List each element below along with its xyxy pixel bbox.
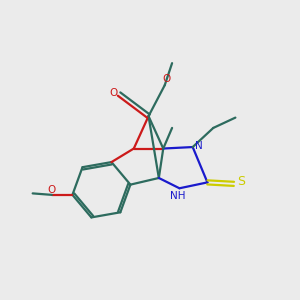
Text: N: N — [195, 141, 203, 151]
Text: O: O — [162, 74, 170, 84]
Text: O: O — [48, 184, 56, 195]
Text: NH: NH — [170, 190, 186, 201]
Text: O: O — [109, 88, 117, 98]
Text: S: S — [237, 175, 245, 188]
